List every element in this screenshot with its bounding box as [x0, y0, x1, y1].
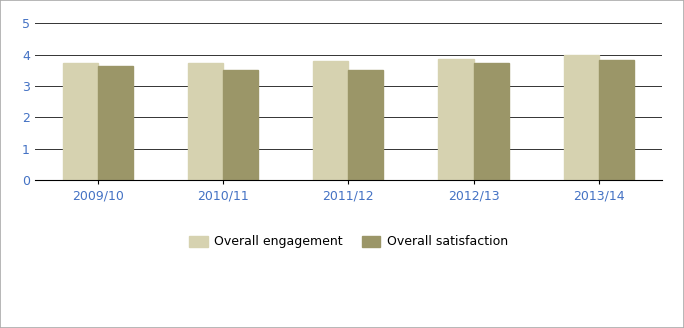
Bar [224, 71, 259, 180]
Legend: Overall engagement, Overall satisfaction: Overall engagement, Overall satisfaction [184, 231, 513, 254]
Bar [598, 60, 633, 180]
Bar [98, 66, 133, 180]
Bar [438, 59, 473, 180]
Bar [348, 71, 384, 180]
Bar [564, 55, 598, 180]
Bar [313, 61, 348, 180]
Bar [188, 63, 224, 180]
Bar [473, 63, 508, 180]
Bar [63, 63, 98, 180]
